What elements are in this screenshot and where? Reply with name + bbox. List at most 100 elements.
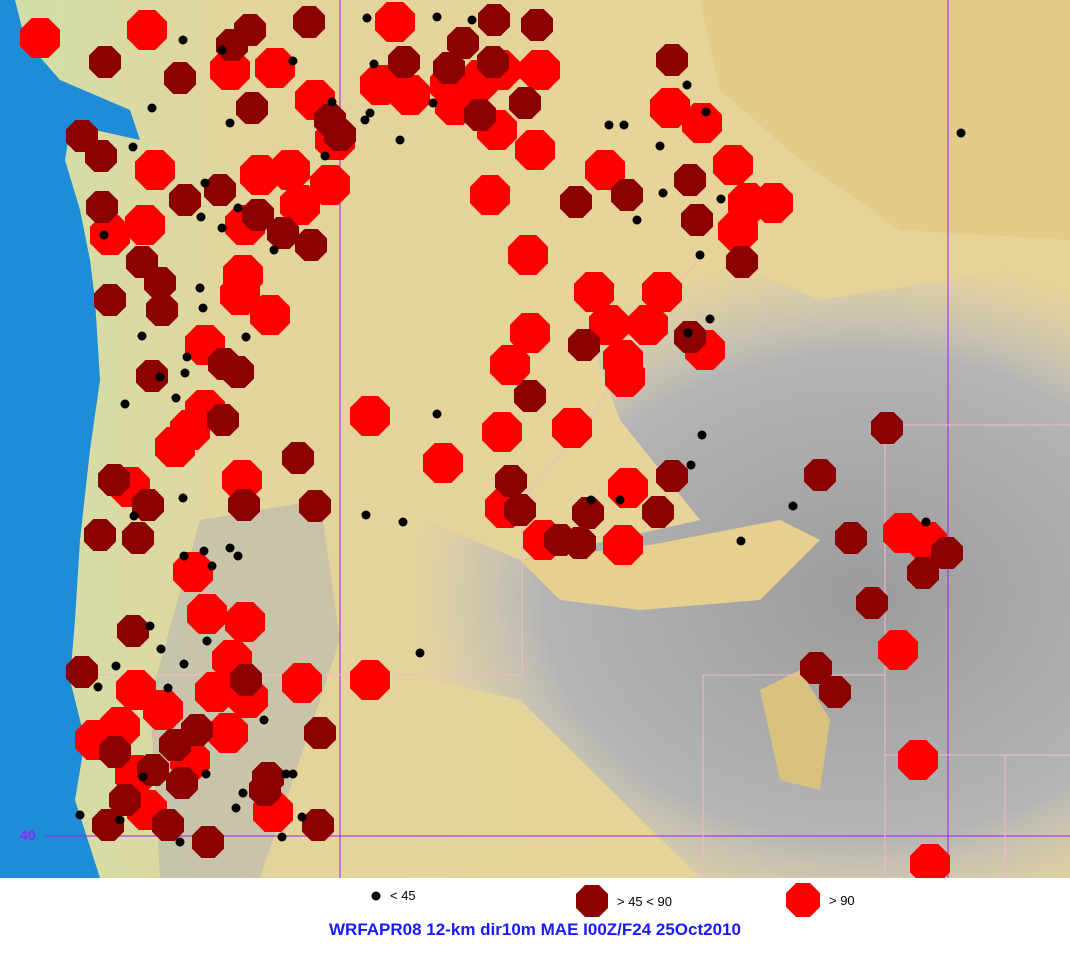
station-marker-mid xyxy=(495,465,527,497)
station-marker-mid xyxy=(92,809,124,841)
station-marker-low xyxy=(178,35,188,45)
station-marker-low xyxy=(111,661,121,671)
station-marker-low xyxy=(701,107,711,117)
station-marker-mid xyxy=(66,120,98,152)
station-marker-low xyxy=(281,769,291,779)
station-marker-high xyxy=(423,443,463,483)
station-marker-mid xyxy=(144,267,176,299)
station-markers xyxy=(20,2,966,878)
station-marker-high xyxy=(225,602,265,642)
station-marker-low xyxy=(736,536,746,546)
station-marker-mid xyxy=(66,656,98,688)
station-marker-low xyxy=(225,543,235,553)
station-marker-high xyxy=(470,175,510,215)
station-marker-low xyxy=(788,501,798,511)
great-salt-lake-area xyxy=(760,670,830,790)
station-marker-low xyxy=(138,772,148,782)
station-marker-high xyxy=(589,305,629,345)
station-marker-mid xyxy=(302,809,334,841)
station-marker-mid xyxy=(521,9,553,41)
station-marker-low xyxy=(682,80,692,90)
station-marker-high xyxy=(482,412,522,452)
station-marker-low xyxy=(686,460,696,470)
station-marker-mid xyxy=(388,46,420,78)
station-marker-mid xyxy=(242,199,274,231)
station-marker-mid xyxy=(564,527,596,559)
station-marker-low xyxy=(217,223,227,233)
station-marker-high xyxy=(350,396,390,436)
station-marker-high xyxy=(718,211,758,251)
station-marker-low xyxy=(129,511,139,521)
latitude-label: 40 xyxy=(20,827,36,843)
station-marker-high xyxy=(585,150,625,190)
station-marker-low xyxy=(231,803,241,813)
station-marker-mid xyxy=(568,329,600,361)
station-marker-mid xyxy=(85,140,117,172)
station-marker-high xyxy=(642,272,682,312)
station-marker-high xyxy=(650,88,690,128)
station-marker-high xyxy=(350,660,390,700)
station-marker-mid xyxy=(207,404,239,436)
station-error-map xyxy=(0,0,1070,878)
station-marker-high xyxy=(282,663,322,703)
station-marker-mid xyxy=(835,522,867,554)
station-marker-mid xyxy=(249,774,281,806)
station-marker-mid xyxy=(681,204,713,236)
station-marker-low xyxy=(179,659,189,669)
station-marker-mid xyxy=(871,412,903,444)
station-marker-low xyxy=(199,546,209,556)
station-marker-high xyxy=(155,427,195,467)
station-marker-high xyxy=(20,18,60,58)
station-marker-mid xyxy=(98,464,130,496)
station-marker-high xyxy=(515,130,555,170)
station-marker-high xyxy=(250,295,290,335)
station-marker-low xyxy=(327,97,337,107)
station-marker-low xyxy=(147,103,157,113)
station-marker-mid xyxy=(109,784,141,816)
station-marker-high xyxy=(187,594,227,634)
station-marker-mid xyxy=(159,729,191,761)
station-marker-low xyxy=(320,151,330,161)
station-marker-low xyxy=(259,715,269,725)
map-title: WRFAPR08 12-km dir10m MAE I00Z/F24 25Oct… xyxy=(329,920,741,939)
station-marker-mid xyxy=(122,522,154,554)
station-marker-low xyxy=(99,230,109,240)
station-marker-low xyxy=(467,15,477,25)
legend-label: > 45 < 90 xyxy=(617,893,672,909)
station-marker-high xyxy=(508,235,548,275)
station-marker-mid xyxy=(164,62,196,94)
station-marker-high xyxy=(125,205,165,245)
station-marker-high xyxy=(605,357,645,397)
station-marker-high xyxy=(195,672,235,712)
station-marker-mid xyxy=(504,494,536,526)
station-marker-mid xyxy=(222,356,254,388)
station-marker-low xyxy=(175,837,185,847)
station-marker-mid xyxy=(228,489,260,521)
legend-label: > 90 xyxy=(829,892,855,908)
station-marker-mid xyxy=(674,164,706,196)
station-marker-mid xyxy=(282,442,314,474)
station-marker-low xyxy=(171,393,181,403)
station-marker-high xyxy=(127,10,167,50)
station-marker-mid xyxy=(126,246,158,278)
station-marker-high xyxy=(390,75,430,115)
station-marker-mid xyxy=(324,119,356,151)
station-marker-high xyxy=(603,525,643,565)
station-marker-high xyxy=(220,275,260,315)
station-marker-mid xyxy=(611,179,643,211)
red-octagon-icon xyxy=(786,883,820,917)
station-marker-low xyxy=(604,120,614,130)
station-marker-low xyxy=(179,551,189,561)
station-marker-low xyxy=(415,648,425,658)
station-marker-high xyxy=(135,150,175,190)
ocean xyxy=(0,0,140,878)
legend-item-low: < 45 xyxy=(370,888,416,903)
station-marker-low xyxy=(202,636,212,646)
station-marker-low xyxy=(369,59,379,69)
station-marker-mid xyxy=(509,87,541,119)
station-marker-high xyxy=(222,460,262,500)
station-marker-low xyxy=(241,332,251,342)
station-marker-low xyxy=(200,178,210,188)
station-marker-low xyxy=(182,352,192,362)
station-marker-high xyxy=(608,468,648,508)
